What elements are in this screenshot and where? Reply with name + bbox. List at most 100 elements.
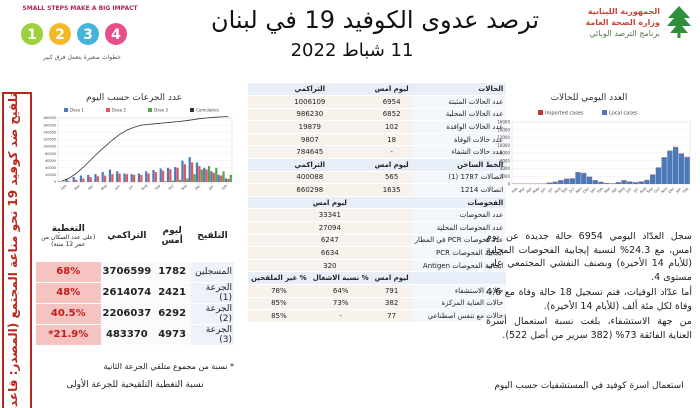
bar-dose-3 xyxy=(229,174,232,182)
step-circle-2 xyxy=(49,23,71,45)
bar-dose-2 xyxy=(89,177,92,182)
bar-dose-1 xyxy=(195,162,199,182)
cases-header-label: الحالات xyxy=(411,83,507,97)
x-tick-label: Jul xyxy=(632,187,639,194)
col-header-yesterday: ليوم أمس xyxy=(161,226,183,246)
bar-dose-1 xyxy=(224,178,228,182)
bar-local-cases xyxy=(563,178,570,184)
col-header-coverage-sub: (على عدد السكان من عمر 12 سنة) xyxy=(41,234,96,248)
row-unvaccinated: 78% xyxy=(248,284,310,298)
y-tick-label: 120000 xyxy=(43,138,56,142)
row-label: الجرعة (1) xyxy=(191,282,234,304)
bar-local-cases xyxy=(655,167,662,184)
row-label: عدد فحوصات PCR في المطار xyxy=(411,234,507,248)
x-tick-label: Jul xyxy=(127,184,133,190)
bar-local-cases xyxy=(615,182,621,184)
x-tick-label: Jun xyxy=(625,187,633,195)
bar-dose-2 xyxy=(104,175,107,182)
bar-local-cases xyxy=(546,182,552,184)
ministry-name: الجمهورية اللبنانية وزارة الصحة العامة ب… xyxy=(556,6,660,39)
row-value: 6247 xyxy=(248,234,412,248)
x-tick-label: Aug xyxy=(639,186,647,194)
y-tick-label: 0 xyxy=(54,180,56,184)
hotline-header-total: التراكمي xyxy=(248,158,372,172)
y-tick-label: 180000 xyxy=(43,116,56,120)
bar-dose-2 xyxy=(125,174,128,182)
tests-header-today: ليوم امس xyxy=(248,196,412,210)
row-today: 791 xyxy=(371,284,412,298)
step-circle-4 xyxy=(105,23,127,45)
row-total: 9807 xyxy=(248,133,372,147)
summary-text: سجل العدّاد اليومي 6954 حالة جديدة عن يو… xyxy=(486,230,692,344)
row-cumulative: 2614074 xyxy=(100,282,154,304)
y-tick-label: 2000 xyxy=(500,174,511,179)
y-tick-label: 16000 xyxy=(497,120,510,125)
bar-dose-2 xyxy=(96,176,99,182)
x-tick-label: Sep xyxy=(154,184,161,191)
row-unvaccinated: 85% xyxy=(248,309,310,323)
bar-dose-3 xyxy=(200,169,203,182)
tests-header-row: الفحوصات ليوم امس xyxy=(248,196,507,210)
bar-dose-3 xyxy=(215,167,218,182)
vaccination-footnote: * نسبة من مجموع متلقي الجرعة الثانية xyxy=(103,362,234,371)
small-steps-logo: SMALL STEPS MAKE A BIG IMPACT 1 2 3 4 خط… xyxy=(10,4,146,62)
x-tick-label: Oct xyxy=(654,186,662,194)
x-tick-label: Jan xyxy=(675,187,682,194)
row-today: 565 xyxy=(371,171,412,185)
row-today: - xyxy=(371,145,412,160)
x-tick-label: Aug xyxy=(141,184,149,192)
bar-dose-2 xyxy=(169,169,172,182)
row-label: الجرعة (2) xyxy=(191,303,234,325)
row-label: عدد الحالات المحلية xyxy=(411,108,507,122)
bar-dose-2 xyxy=(198,166,201,182)
bar-local-cases xyxy=(678,153,685,184)
table-row: عدد الحالات الوافدة 102 19879 xyxy=(248,120,507,134)
doses-chart-title: عدد الجرعات حسب اليوم xyxy=(86,93,182,103)
row-label: حالات مع تنفس اصطناعي xyxy=(411,309,507,323)
step-circle-3 xyxy=(77,23,99,45)
row-today: 18 xyxy=(371,133,412,147)
table-row: الجرعة (1) 2421 2614074 48% xyxy=(36,282,234,304)
bar-dose-2 xyxy=(183,164,186,182)
table-row: حالات العناية المركزة 382 73% 85% xyxy=(248,297,507,311)
bar-dose-3 xyxy=(193,174,196,182)
y-tick-label: 8000 xyxy=(500,151,511,156)
bar-dose-1 xyxy=(181,160,184,182)
row-occupancy: - xyxy=(309,309,372,323)
bar-dose-1 xyxy=(101,172,104,182)
x-tick-label: Nov xyxy=(575,186,583,194)
bar-dose-1 xyxy=(145,171,148,182)
row-cumulative: 2206037 xyxy=(100,303,154,325)
legend-label: Dose 1 xyxy=(70,108,84,113)
col-header-cumulative: التراكمي xyxy=(107,231,147,241)
row-today: 102 xyxy=(371,120,412,134)
row-total: 400088 xyxy=(248,171,372,185)
hospital-beds-caption: استعمال اسرة كوفيد في المستشفيات حسب الي… xyxy=(494,381,684,391)
row-coverage: 21.9%* xyxy=(36,324,101,346)
summary-paragraph-hospital: من جهة الاستشفاء، بلغت نسبة استعمال أسرة… xyxy=(486,316,692,341)
vaccination-banner-text: التلقيح ضد كوفيد 19 نحو مناعة المجتمع (ا… xyxy=(6,92,20,408)
x-tick-label: Oct xyxy=(168,183,175,190)
bar-dose-2 xyxy=(75,179,78,182)
step-number-2: 2 xyxy=(55,27,65,43)
y-tick-label: 10000 xyxy=(497,143,510,148)
bar-dose-1 xyxy=(72,177,75,182)
bar-dose-1 xyxy=(159,168,162,182)
bar-dose-1 xyxy=(58,181,61,182)
plot-area xyxy=(57,117,233,183)
stats-table: الحالات ليوم امس التراكمي عدد الحالات ال… xyxy=(248,83,507,323)
x-tick-label: Nov xyxy=(181,184,189,192)
x-tick-label: Dec xyxy=(194,183,202,191)
hospital-header-unvaccinated: % غير الملقحين xyxy=(248,271,310,285)
row-occupancy: 64% xyxy=(309,284,372,298)
x-tick-label: Mar xyxy=(518,186,526,194)
bar-dose-1 xyxy=(166,167,170,182)
legend-swatch xyxy=(190,108,194,112)
bar-dose-1 xyxy=(203,167,206,182)
x-tick-label: Jun xyxy=(539,187,547,195)
bar-dose-1 xyxy=(79,175,83,182)
vaccination-table: التلقيح ليوم أمس التراكمي التغطية (على ع… xyxy=(36,210,234,346)
row-yesterday: 2421 xyxy=(153,282,192,304)
y-tick-label: 20000 xyxy=(45,173,56,177)
row-total: 1006109 xyxy=(248,95,372,109)
